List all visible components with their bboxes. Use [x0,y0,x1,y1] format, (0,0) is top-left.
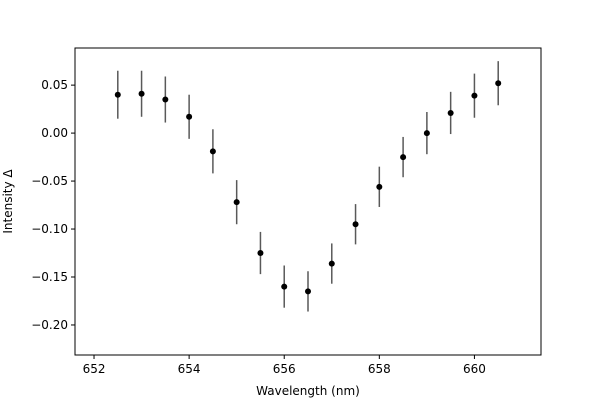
data-point [495,80,502,87]
axes-frame [74,47,542,356]
x-tick-label: 660 [463,362,486,376]
data-point [471,92,478,99]
y-tick-label: −0.10 [31,222,68,236]
x-tick-label: 658 [368,362,391,376]
x-tick-label: 656 [273,362,296,376]
x-axis: 652 654 656 658 660 [83,355,486,376]
x-tick-label: 654 [178,362,201,376]
data-point [281,283,288,290]
y-tick-label: 0.00 [41,126,68,140]
data-point [209,148,216,155]
plot-layer [114,61,502,312]
data-point [138,90,145,97]
y-axis-label: Intensity Δ [1,169,15,234]
y-tick-label: −0.20 [31,318,68,332]
x-axis-label: Wavelength (nm) [256,384,360,398]
data-point [376,183,383,190]
x-tick-label: 652 [83,362,106,376]
data-point [447,109,454,116]
data-point [400,154,407,161]
y-tick-label: 0.05 [41,78,68,92]
y-tick-label: −0.05 [31,174,68,188]
data-point [233,199,240,206]
data-point [423,130,430,137]
data-point [162,96,169,103]
y-tick-label: −0.15 [31,270,68,284]
data-point [114,91,121,98]
data-point [328,260,335,267]
data-point [257,250,264,257]
y-axis: 0.05 0.00 −0.05 −0.10 −0.15 −0.20 [31,78,75,332]
data-point [352,221,359,228]
data-point [305,288,311,295]
data-point [186,113,193,120]
